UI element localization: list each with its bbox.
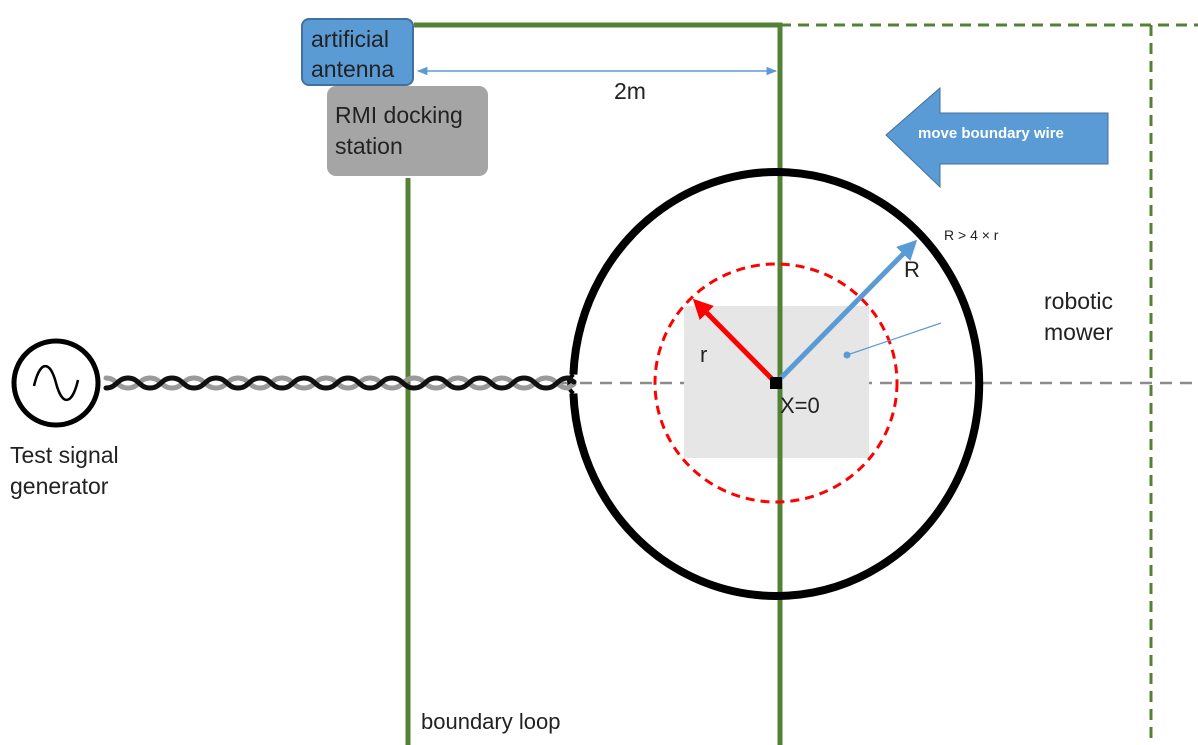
distance-label: 2m (614, 78, 646, 104)
generator-label-line2: generator (10, 473, 109, 499)
small-radius-arrow (692, 298, 776, 383)
origin-marker (770, 377, 782, 389)
robotic-mower-label-line2: mower (1044, 319, 1114, 345)
mower-pointer-dot (843, 351, 851, 359)
radius-condition-label: R > 4 × r (944, 227, 999, 243)
mower-pointer-line (846, 322, 942, 356)
big-radius-label: R (904, 257, 920, 282)
sine-wave-icon (32, 364, 80, 402)
artificial-antenna-box (301, 18, 414, 86)
left-arrow-icon (885, 86, 1109, 189)
robotic-mower-label-line1: robotic (1044, 288, 1114, 314)
artificial-antenna-label-line2: antenna (311, 56, 395, 82)
artificial-antenna-label-line1: artificial (311, 26, 389, 52)
outer-test-circle (569, 168, 984, 600)
docking-station-box (327, 86, 488, 176)
docking-station-label-line2: station (335, 133, 403, 159)
inner-radius-circle (653, 262, 899, 504)
generator-label-line1: Test signal (10, 442, 119, 468)
twisted-pair-cable (103, 375, 577, 391)
big-radius-arrow (776, 239, 918, 383)
boundary-loop-label: boundary loop (421, 709, 561, 734)
move-boundary-wire-label: move boundary wire (918, 125, 1064, 142)
small-radius-label: r (700, 342, 708, 367)
origin-label: X=0 (780, 393, 820, 418)
docking-station-label-line1: RMI docking (335, 102, 463, 128)
